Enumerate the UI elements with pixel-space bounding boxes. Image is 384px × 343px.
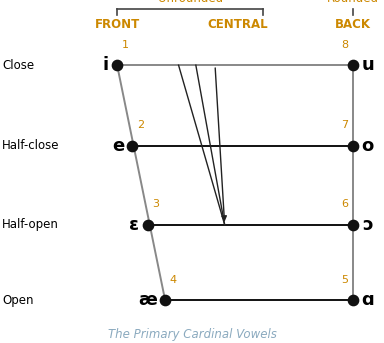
Text: ɔ: ɔ: [362, 216, 372, 234]
Text: 4: 4: [170, 275, 177, 285]
Text: Half-close: Half-close: [2, 139, 60, 152]
Text: Close: Close: [2, 59, 34, 72]
Text: ɑ: ɑ: [362, 291, 374, 309]
Text: 8: 8: [341, 40, 349, 50]
Text: e: e: [112, 137, 124, 155]
Point: [129, 143, 136, 149]
Point: [350, 297, 356, 303]
Text: The Primary Cardinal Vowels: The Primary Cardinal Vowels: [108, 328, 276, 341]
Text: 2: 2: [137, 120, 144, 130]
Text: FRONT: FRONT: [94, 17, 140, 31]
Text: Unrounded: Unrounded: [157, 0, 223, 5]
Text: 1: 1: [122, 40, 129, 50]
Text: 7: 7: [341, 120, 349, 130]
Text: Rounded: Rounded: [327, 0, 379, 5]
Text: ε: ε: [129, 216, 139, 234]
Point: [350, 143, 356, 149]
Text: 6: 6: [342, 199, 349, 209]
Text: 3: 3: [152, 199, 159, 209]
Text: BACK: BACK: [335, 17, 371, 31]
Point: [162, 297, 168, 303]
Text: o: o: [362, 137, 374, 155]
Text: æ: æ: [138, 291, 157, 309]
Point: [114, 62, 120, 68]
Text: i: i: [103, 56, 109, 74]
Text: Half-open: Half-open: [2, 218, 59, 231]
Point: [350, 222, 356, 227]
Text: CENTRAL: CENTRAL: [208, 17, 268, 31]
Point: [350, 62, 356, 68]
Text: Open: Open: [2, 294, 33, 307]
Point: [145, 222, 151, 227]
Text: u: u: [362, 56, 374, 74]
Text: 5: 5: [342, 275, 349, 285]
